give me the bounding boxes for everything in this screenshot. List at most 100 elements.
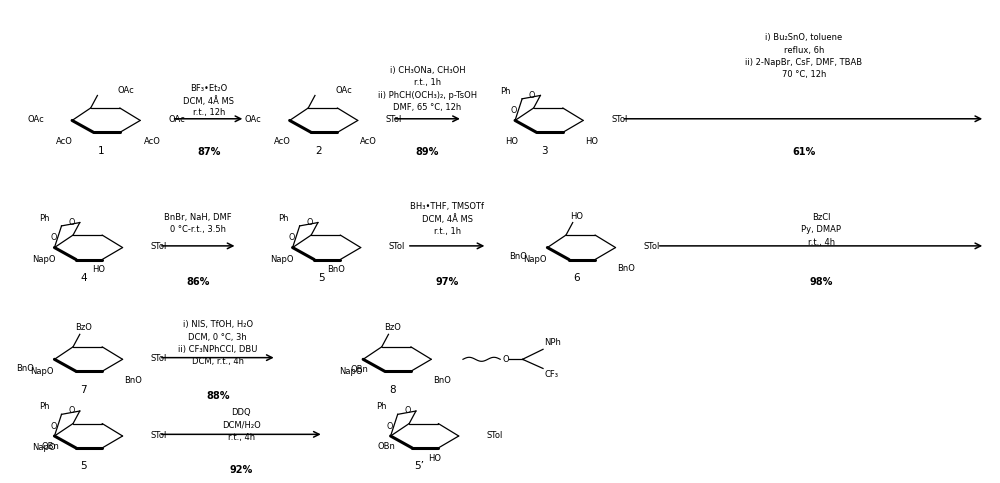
Text: HO: HO [92,265,105,274]
Text: DCM/H₂O: DCM/H₂O [222,420,261,429]
Text: NapO: NapO [523,255,547,264]
Text: OAc: OAc [27,115,44,124]
Text: O: O [386,422,393,430]
Text: BzO: BzO [384,324,401,332]
Text: O: O [404,406,411,415]
Text: r.t., 1h: r.t., 1h [434,227,461,236]
Text: 87%: 87% [197,147,221,157]
Text: OBn: OBn [378,442,396,451]
Text: DMF, 65 °C, 12h: DMF, 65 °C, 12h [393,103,462,112]
Text: r.t., 1h: r.t., 1h [414,78,441,87]
Text: OAc: OAc [118,86,135,95]
Text: Ph: Ph [500,87,511,96]
Text: STol: STol [151,354,167,363]
Text: 61%: 61% [792,147,815,157]
Text: reflux, 6h: reflux, 6h [784,45,824,55]
Text: Ph: Ph [278,214,288,223]
Text: OBn: OBn [42,442,60,451]
Text: NapO: NapO [32,255,56,264]
Text: NapO: NapO [270,255,294,264]
Text: 0 °C-r.t., 3.5h: 0 °C-r.t., 3.5h [170,225,226,234]
Text: NapO: NapO [30,367,54,376]
Text: STol: STol [386,115,402,124]
Text: DCM, r.t., 4h: DCM, r.t., 4h [192,357,244,366]
Text: BnO: BnO [16,364,34,373]
Text: BzO: BzO [75,324,92,332]
Text: HO: HO [585,137,598,146]
Text: 86%: 86% [186,277,210,286]
Text: 6: 6 [573,273,580,283]
Text: ii) 2-NapBr, CsF, DMF, TBAB: ii) 2-NapBr, CsF, DMF, TBAB [745,58,862,67]
Text: Ph: Ph [40,214,50,223]
Text: BnO: BnO [328,265,345,274]
Text: OAc: OAc [245,115,262,124]
Text: O: O [50,422,57,430]
Text: i) Bu₂SnO, toluene: i) Bu₂SnO, toluene [765,33,842,43]
Text: 1: 1 [98,146,104,156]
Text: AcO: AcO [274,137,291,146]
Text: 5: 5 [80,461,87,471]
Text: AcO: AcO [360,137,377,146]
Text: DDQ: DDQ [231,408,251,417]
Text: STol: STol [487,431,503,440]
Text: 5: 5 [318,273,325,283]
Text: DCM, 4Å MS: DCM, 4Å MS [183,96,234,106]
Text: O: O [529,91,535,99]
Text: BF₃•Et₂O: BF₃•Et₂O [190,84,228,93]
Text: Ph: Ph [40,402,50,412]
Text: HO: HO [428,454,441,463]
Text: O: O [50,233,57,242]
Text: STol: STol [643,242,660,251]
Text: STol: STol [151,242,167,251]
Text: O: O [288,233,295,242]
Text: O: O [502,355,509,364]
Text: 88%: 88% [206,391,230,401]
Text: CF₃: CF₃ [544,369,558,379]
Text: r.t., 12h: r.t., 12h [193,108,225,117]
Text: NapO: NapO [339,367,362,376]
Text: 98%: 98% [810,277,833,286]
Text: 92%: 92% [230,465,253,475]
Text: STol: STol [389,242,405,251]
Text: HO: HO [570,212,583,221]
Text: NPh: NPh [544,338,561,347]
Text: Ph: Ph [376,402,386,412]
Text: O: O [306,218,313,227]
Text: O: O [511,106,517,115]
Text: STol: STol [611,115,628,124]
Text: DCM, 4Å MS: DCM, 4Å MS [422,214,473,224]
Text: 5’: 5’ [415,461,425,471]
Text: DCM, 0 °C, 3h: DCM, 0 °C, 3h [188,333,247,341]
Text: 2: 2 [315,146,322,156]
Text: BzCl: BzCl [812,213,831,222]
Text: HO: HO [505,137,518,146]
Text: ii) PhCH(OCH₃)₂, p-TsOH: ii) PhCH(OCH₃)₂, p-TsOH [378,91,477,99]
Text: BH₃•THF, TMSOTf: BH₃•THF, TMSOTf [410,202,484,211]
Text: Py, DMAP: Py, DMAP [801,225,841,234]
Text: BnO: BnO [124,376,142,385]
Text: 70 °C, 12h: 70 °C, 12h [782,70,826,79]
Text: OAc: OAc [335,86,352,95]
Text: 97%: 97% [435,277,459,286]
Text: BnO: BnO [433,376,451,385]
Text: 4: 4 [80,273,87,283]
Text: r.t., 4h: r.t., 4h [228,433,255,441]
Text: OAc: OAc [168,115,185,124]
Text: i) CH₃ONa, CH₃OH: i) CH₃ONa, CH₃OH [390,66,465,75]
Text: ii) CF₃NPhCCl, DBU: ii) CF₃NPhCCl, DBU [178,345,257,354]
Text: 3: 3 [541,146,547,156]
Text: AcO: AcO [144,137,161,146]
Text: NapO: NapO [32,443,56,453]
Text: O: O [68,218,75,227]
Text: BnO: BnO [617,264,635,273]
Text: 89%: 89% [416,147,439,157]
Text: BnO: BnO [509,252,527,261]
Text: i) NIS, TfOH, H₂O: i) NIS, TfOH, H₂O [183,320,253,329]
Text: 7: 7 [80,384,87,395]
Text: BnBr, NaH, DMF: BnBr, NaH, DMF [164,213,232,222]
Text: OBn: OBn [350,365,368,374]
Text: O: O [68,406,75,415]
Text: STol: STol [151,431,167,440]
Text: AcO: AcO [56,137,73,146]
Text: r.t., 4h: r.t., 4h [808,238,835,246]
